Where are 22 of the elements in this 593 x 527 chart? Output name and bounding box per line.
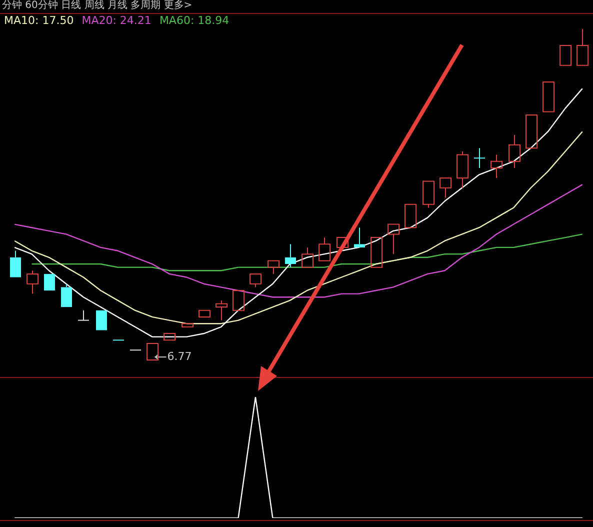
annotation: 6.77 xyxy=(167,350,192,363)
candlestick xyxy=(268,260,280,274)
candlestick xyxy=(474,148,486,169)
candlestick xyxy=(285,244,296,268)
candlestick xyxy=(61,283,72,308)
candlestick xyxy=(576,28,588,66)
candlestick xyxy=(78,310,90,321)
candlestick xyxy=(302,246,314,268)
text: MA10: 17.50 xyxy=(4,14,74,27)
chart-title: 分钟 60分钟 日线 周线 月线 多周期 更多> xyxy=(2,0,192,12)
text: MA60: 18.94 xyxy=(159,14,230,27)
text: MA20: 24.21 xyxy=(82,14,152,27)
candlestick xyxy=(490,154,502,178)
candlestick xyxy=(354,227,365,248)
candlestick xyxy=(440,177,452,198)
candlestick xyxy=(10,250,21,278)
candlestick xyxy=(26,270,38,294)
candlestick xyxy=(456,150,468,188)
candlestick xyxy=(388,224,400,255)
candlestick xyxy=(318,237,330,262)
candlestick xyxy=(216,300,228,321)
candlestick xyxy=(508,134,520,169)
